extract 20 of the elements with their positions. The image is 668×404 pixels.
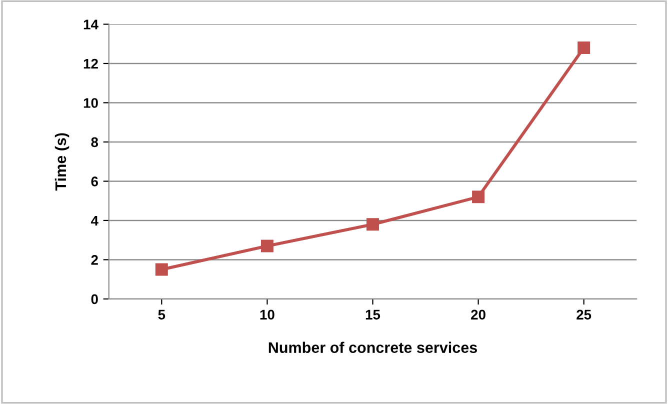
x-tick-label: 15 xyxy=(366,310,380,320)
y-tick-label: 12 xyxy=(84,58,98,69)
x-tick-label: 25 xyxy=(576,310,592,320)
y-tick-label: 0 xyxy=(91,294,98,304)
x-tick-label: 10 xyxy=(260,310,274,320)
point xyxy=(260,240,274,252)
x-axis-title: Number of concrete services xyxy=(268,342,477,353)
point xyxy=(578,42,590,54)
x-tick-label: 5 xyxy=(158,310,166,320)
y-tick-label: 4 xyxy=(90,216,98,226)
point xyxy=(472,190,485,204)
y-tick-label: 6 xyxy=(91,176,98,186)
y-tick-label: 8 xyxy=(91,137,98,148)
point xyxy=(366,218,379,231)
x-tick-label: 20 xyxy=(471,310,486,320)
y-axis-title: Time (s) xyxy=(54,133,70,191)
y-tick-label: 14 xyxy=(84,20,98,30)
y-tick-label: 10 xyxy=(84,98,98,108)
y-tick-label: 2 xyxy=(91,255,98,265)
point xyxy=(155,263,168,276)
